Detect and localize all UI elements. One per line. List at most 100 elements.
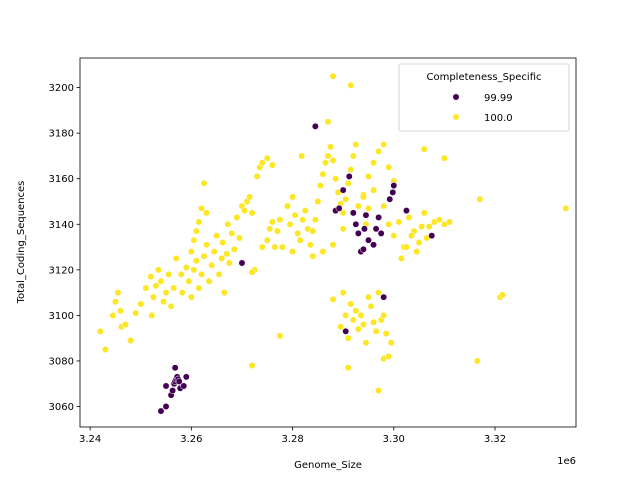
data-point xyxy=(408,232,415,240)
data-point xyxy=(389,188,397,196)
data-point xyxy=(319,248,327,256)
data-point xyxy=(339,209,347,217)
data-point xyxy=(219,239,227,246)
data-point xyxy=(241,207,248,215)
data-point xyxy=(347,81,355,89)
data-point xyxy=(332,175,340,183)
legend-entry-100-0: 100.0 xyxy=(484,113,513,124)
data-point xyxy=(263,236,271,244)
points-layer xyxy=(96,72,570,415)
data-point xyxy=(233,213,241,221)
data-point xyxy=(337,323,345,331)
data-point xyxy=(413,248,421,256)
data-point xyxy=(357,311,365,319)
data-point xyxy=(127,336,135,344)
data-point xyxy=(248,209,256,217)
data-point xyxy=(213,232,221,240)
data-point xyxy=(375,289,383,297)
data-point xyxy=(562,204,570,212)
data-point xyxy=(185,277,193,285)
data-point xyxy=(440,154,448,162)
data-point xyxy=(225,259,233,267)
data-point xyxy=(342,327,350,335)
data-point xyxy=(339,186,347,194)
data-point xyxy=(248,268,256,276)
data-point xyxy=(354,229,362,237)
data-point xyxy=(152,282,160,290)
data-point xyxy=(476,195,484,203)
data-point xyxy=(111,298,119,306)
data-point xyxy=(311,216,319,224)
data-point xyxy=(370,186,377,194)
data-point xyxy=(352,220,360,228)
data-point xyxy=(420,145,428,153)
data-point xyxy=(192,257,200,265)
data-point xyxy=(344,364,352,372)
y-tick-label: 3200 xyxy=(49,83,74,94)
data-point xyxy=(160,298,167,306)
data-point xyxy=(190,236,198,244)
data-point xyxy=(157,407,165,415)
data-point xyxy=(382,330,390,338)
data-point xyxy=(405,213,413,221)
data-point xyxy=(291,211,299,219)
data-point xyxy=(286,220,294,228)
data-point xyxy=(142,284,150,292)
data-point xyxy=(182,264,190,272)
data-point xyxy=(359,245,367,253)
data-point xyxy=(435,216,443,224)
data-point xyxy=(198,270,205,278)
data-point xyxy=(415,239,423,246)
x-tick-label: 3.24 xyxy=(79,434,101,445)
data-point xyxy=(203,241,210,249)
data-point xyxy=(228,229,236,237)
data-point xyxy=(203,209,210,217)
data-point xyxy=(344,334,352,342)
data-point xyxy=(238,259,246,267)
data-point xyxy=(298,152,306,160)
data-point xyxy=(177,270,185,278)
data-point xyxy=(248,362,256,369)
data-point xyxy=(370,159,377,167)
x-axis-label: Genome_Size xyxy=(294,460,362,471)
data-point xyxy=(375,147,383,155)
data-point xyxy=(301,207,309,215)
data-point xyxy=(289,193,297,201)
data-point xyxy=(473,357,481,365)
data-point xyxy=(132,309,140,317)
data-point xyxy=(352,307,360,315)
data-point xyxy=(375,213,383,221)
data-point xyxy=(311,122,319,130)
x-tick-label: 3.32 xyxy=(484,434,506,445)
data-point xyxy=(263,154,271,162)
data-point xyxy=(403,243,410,251)
data-point xyxy=(162,289,170,297)
data-point xyxy=(218,254,226,262)
data-point xyxy=(258,159,266,167)
data-point xyxy=(276,216,284,224)
data-point xyxy=(253,172,261,180)
x-tick-label: 3.26 xyxy=(180,434,202,445)
data-point xyxy=(195,284,203,292)
y-tick-label: 3180 xyxy=(49,129,74,140)
data-point xyxy=(339,225,347,233)
data-point xyxy=(365,172,372,180)
data-point xyxy=(420,209,428,217)
data-point xyxy=(327,143,334,151)
data-point xyxy=(187,248,195,256)
data-point xyxy=(296,236,304,244)
data-point xyxy=(276,332,284,340)
y-tick-label: 3060 xyxy=(49,402,74,413)
data-point xyxy=(200,252,208,260)
data-point xyxy=(329,241,337,249)
data-point xyxy=(187,293,195,301)
data-point xyxy=(195,218,203,226)
data-point xyxy=(359,321,367,328)
data-point xyxy=(324,152,332,160)
data-point xyxy=(365,293,372,301)
data-point xyxy=(178,289,186,297)
data-point xyxy=(220,289,228,297)
data-point xyxy=(192,227,200,235)
data-point xyxy=(258,243,266,251)
data-point xyxy=(397,254,405,262)
